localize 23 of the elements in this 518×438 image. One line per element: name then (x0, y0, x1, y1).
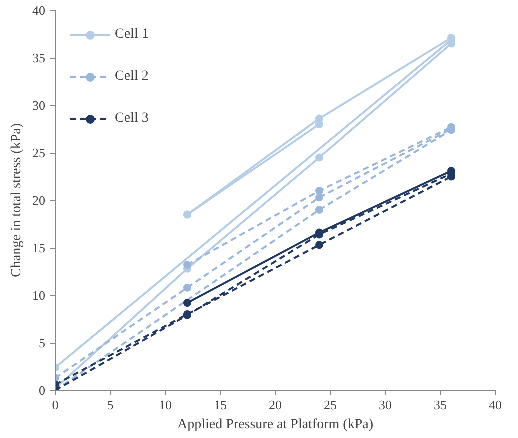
legend-label: Cell 1 (115, 27, 149, 43)
x-tick-label: 10 (159, 398, 172, 412)
y-tick-label: 30 (32, 98, 46, 113)
x-tick-label: 5 (107, 398, 114, 412)
y-tick-label: 40 (32, 3, 46, 18)
y-tick-label: 35 (32, 50, 46, 66)
y-tick-label: 25 (32, 146, 46, 160)
legend-label: Cell 3 (115, 111, 149, 127)
y-tick-label: 0 (39, 383, 46, 398)
y-tick-label: 5 (39, 336, 46, 350)
legend-label: Cell 2 (115, 69, 149, 85)
y-tick-label: 15 (32, 240, 46, 256)
y-tick-label: 10 (32, 288, 46, 303)
x-tick-label: 15 (214, 398, 227, 412)
x-tick-label: 40 (489, 398, 502, 412)
x-tick-label: 20 (269, 398, 282, 412)
x-tick-label: 0 (52, 398, 59, 412)
y-axis-title: Change in total stress (kPa) (10, 123, 24, 278)
x-tick-label: 25 (324, 398, 337, 412)
x-tick-label: 30 (379, 398, 392, 412)
x-axis-title: Applied Pressure at Platform (kPa) (178, 418, 374, 432)
x-tick-label: 35 (434, 398, 447, 412)
y-tick-label: 20 (32, 193, 46, 208)
